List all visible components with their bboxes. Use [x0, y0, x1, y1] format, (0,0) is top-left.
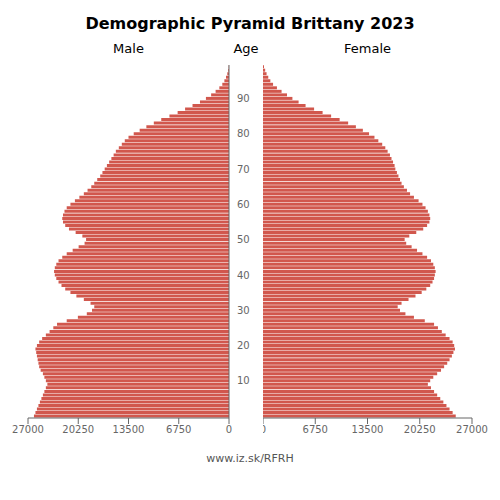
html-text:Demographic Pyramid Brittany 2: Demographic Pyramid Brittany 2023	[85, 14, 415, 33]
svg-text:27000: 27000	[12, 424, 44, 435]
svg-text:10: 10	[237, 375, 250, 386]
html-text:www.iz.sk/RFRH: www.iz.sk/RFRH	[206, 452, 294, 465]
svg-text:90: 90	[237, 93, 250, 104]
svg-text:70: 70	[237, 164, 250, 175]
svg-text:40: 40	[237, 270, 250, 281]
html-text:Male: Male	[113, 41, 144, 56]
svg-text:0: 0	[226, 424, 232, 435]
svg-text:20: 20	[237, 340, 250, 351]
svg-text:80: 80	[237, 128, 250, 139]
svg-text:0: 0	[263, 424, 266, 435]
svg-text:6750: 6750	[303, 424, 328, 435]
svg-text:13500: 13500	[113, 424, 145, 435]
svg-text:60: 60	[237, 199, 250, 210]
html-text:Age: Age	[233, 41, 259, 56]
svg-text:30: 30	[237, 305, 250, 316]
svg-text:20250: 20250	[62, 424, 94, 435]
svg-text:50: 50	[237, 234, 250, 245]
svg-text:6750: 6750	[166, 424, 191, 435]
svg-text:20250: 20250	[404, 424, 436, 435]
svg-text:13500: 13500	[352, 424, 384, 435]
html-text:Female: Female	[344, 41, 391, 56]
svg-text:27000: 27000	[456, 424, 488, 435]
